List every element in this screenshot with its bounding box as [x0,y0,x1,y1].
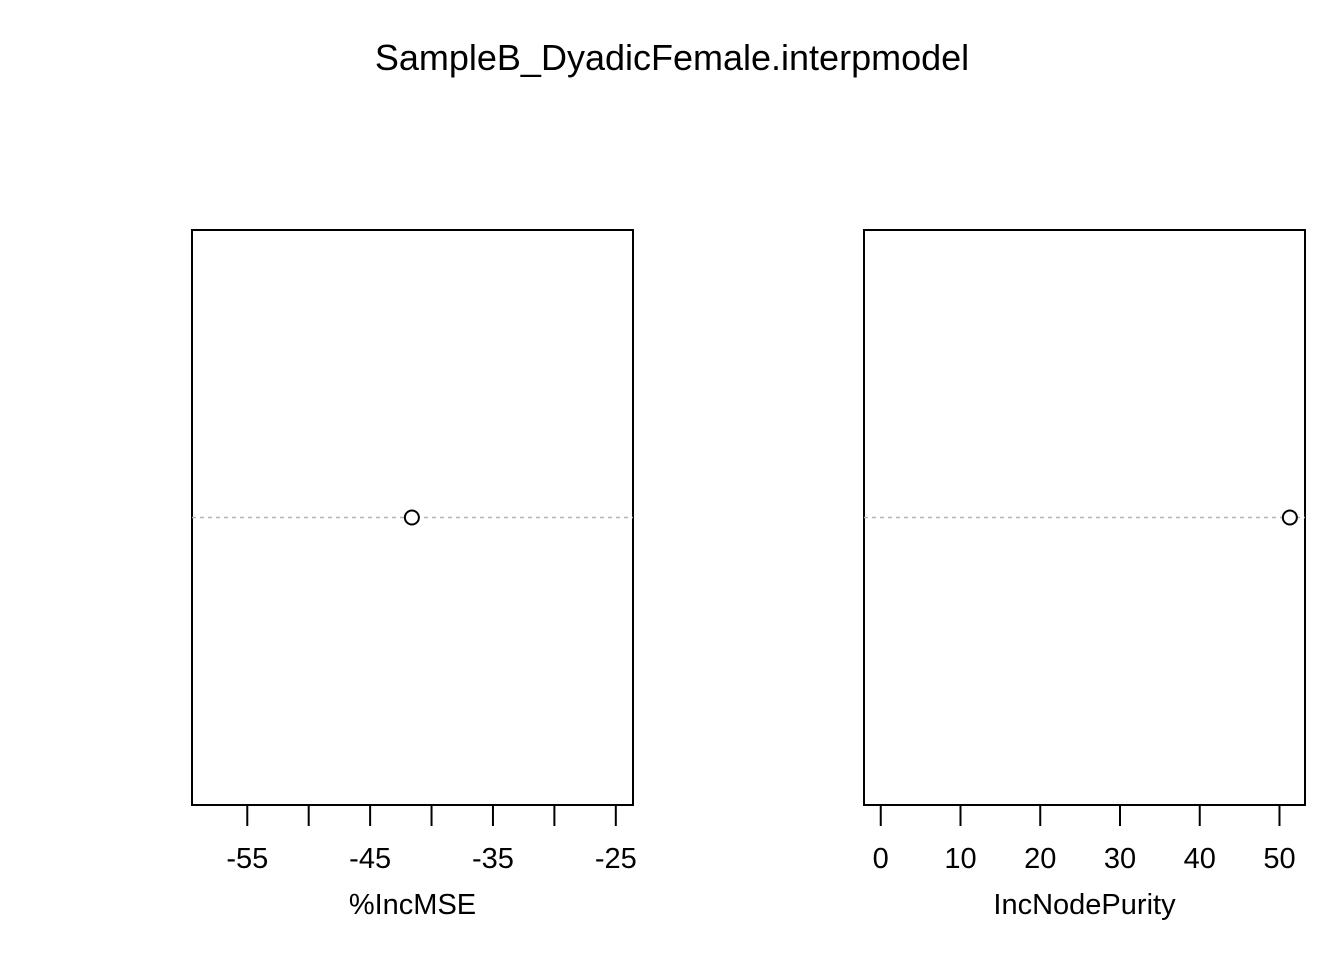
x-tick-label: 20 [1024,843,1056,875]
x-tick-label: 50 [1263,843,1295,875]
chart-title: SampleB_DyadicFemale.interpmodel [375,37,969,78]
x-tick-label: -45 [349,843,391,875]
x-tick-label: -35 [472,843,514,875]
data-point [403,509,420,526]
x-tick-label: -55 [226,843,268,875]
data-point [1281,509,1298,526]
x-tick-label: 10 [944,843,976,875]
x-axis-label: %IncMSE [349,889,476,921]
x-axis-label: IncNodePurity [993,889,1176,921]
panel-incmse: -55 -45 -35 -25 %IncMSE [191,229,637,921]
x-tick-label: 40 [1184,843,1216,875]
x-tick-label: -25 [595,843,637,875]
x-tick-label: 0 [873,843,889,875]
panel-incnodepurity: 0 10 20 30 40 50 IncNodePurity [863,229,1306,921]
x-tick-label: 30 [1104,843,1136,875]
